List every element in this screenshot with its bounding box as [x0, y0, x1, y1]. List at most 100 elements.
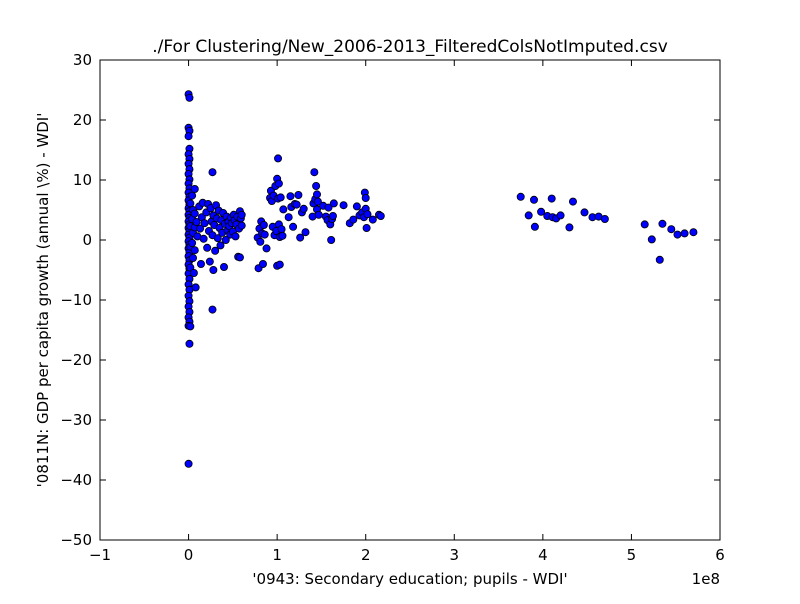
data-point — [294, 190, 303, 199]
data-point — [286, 192, 295, 201]
data-point — [556, 211, 565, 220]
plot-frame — [99, 59, 721, 541]
data-point — [327, 235, 336, 244]
data-point — [262, 244, 271, 253]
x-axis-label: '0943: Secondary education; pupils - WDI… — [252, 570, 567, 588]
data-point — [312, 190, 321, 199]
y-tick-label: 0 — [82, 231, 92, 249]
data-point — [312, 181, 321, 190]
data-point — [276, 193, 285, 202]
data-point — [516, 192, 525, 201]
y-tick-label: −50 — [60, 531, 92, 549]
x-tick-label: 0 — [184, 546, 194, 564]
data-point — [211, 246, 220, 255]
data-point — [196, 224, 205, 233]
data-point — [361, 193, 370, 202]
data-point — [278, 231, 287, 240]
data-point — [189, 268, 198, 277]
data-point — [524, 211, 533, 220]
data-point — [188, 191, 197, 200]
data-point — [277, 225, 286, 234]
data-point — [667, 225, 676, 234]
data-point — [289, 222, 298, 231]
data-point — [192, 217, 201, 226]
data-point — [231, 232, 240, 241]
data-point — [274, 179, 283, 188]
x-tick-label: 1 — [272, 546, 282, 564]
data-point — [689, 228, 698, 237]
data-point — [237, 210, 246, 219]
data-point — [258, 259, 267, 268]
data-point — [199, 234, 208, 243]
data-point — [376, 211, 385, 220]
y-tick-label: 30 — [73, 51, 92, 69]
data-point — [352, 202, 361, 211]
data-point — [279, 205, 288, 214]
x-tick-label: 4 — [538, 546, 548, 564]
data-point — [259, 220, 268, 229]
data-point — [537, 207, 546, 216]
x-tick-label: 5 — [627, 546, 637, 564]
data-point — [363, 210, 372, 219]
data-point — [655, 255, 664, 264]
points-layer — [184, 90, 698, 468]
x-tick-label: 3 — [450, 546, 460, 564]
y-tick-label: −30 — [60, 411, 92, 429]
data-point — [235, 253, 244, 262]
data-point — [208, 168, 217, 177]
x-tick-label: −1 — [89, 546, 111, 564]
data-point — [547, 194, 556, 203]
data-point — [185, 339, 194, 348]
data-point — [349, 215, 358, 224]
data-point — [313, 197, 322, 206]
data-point — [680, 229, 689, 238]
data-point — [260, 230, 269, 239]
y-tick-label: −20 — [60, 351, 92, 369]
x-tick-label: 2 — [361, 546, 371, 564]
data-point — [203, 243, 212, 252]
y-tick-label: 10 — [73, 171, 92, 189]
data-point — [188, 238, 197, 247]
plot-area — [100, 60, 720, 540]
y-tick-label: 20 — [73, 111, 92, 129]
data-point — [190, 209, 199, 218]
chart-title: ./For Clustering/New_2006-2013_FilteredC… — [152, 37, 668, 57]
data-point — [368, 215, 377, 224]
data-point — [188, 253, 197, 262]
y-axis-label: '0811N: GDP per capita growth (annual \%… — [34, 113, 52, 488]
data-point — [301, 228, 310, 237]
data-point — [185, 93, 194, 102]
y-tick-label: −10 — [60, 291, 92, 309]
data-point — [208, 305, 217, 314]
data-point — [284, 213, 293, 222]
data-point — [640, 220, 649, 229]
data-point — [580, 208, 589, 217]
data-point — [221, 235, 230, 244]
data-point — [362, 223, 371, 232]
y-tick-label: −40 — [60, 471, 92, 489]
data-point — [647, 235, 656, 244]
data-point — [568, 197, 577, 206]
data-point — [216, 241, 225, 250]
data-point — [196, 259, 205, 268]
data-point — [329, 199, 338, 208]
data-point — [339, 201, 348, 210]
data-point — [191, 283, 200, 292]
data-point — [209, 265, 218, 274]
data-point — [292, 200, 301, 209]
data-point — [275, 260, 284, 269]
data-point — [190, 184, 199, 193]
data-point — [565, 223, 574, 232]
data-point — [205, 257, 214, 266]
data-point — [299, 204, 308, 213]
data-point — [184, 459, 193, 468]
data-point — [256, 237, 265, 246]
data-point — [324, 203, 333, 212]
data-point — [213, 234, 222, 243]
data-point — [237, 221, 246, 230]
data-point — [200, 219, 209, 228]
data-point — [530, 195, 539, 204]
